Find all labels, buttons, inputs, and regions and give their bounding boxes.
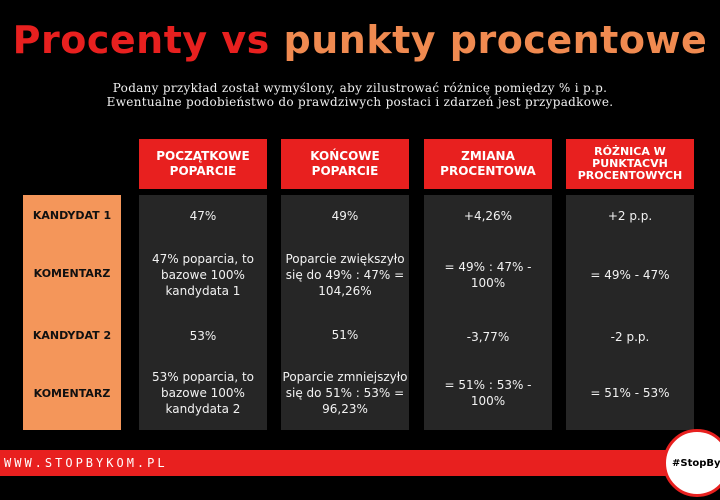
badge-prefix: #StopByk [672,457,720,469]
table-cell: Poparcie zmniejszyło się do 51% : 53% = … [282,370,408,416]
table-cell: 47% poparcia, to bazowe 100% kandydata 1 [151,252,255,298]
table-cell: = 49% : 47% - 100% [444,260,532,290]
header-final-support: KOŃCOWE POPARCIE [281,139,409,189]
table-cell: 53% [189,329,217,343]
table-cell: +4,26% [463,209,513,223]
disclaimer: Podany przykład został wymyślony, aby zi… [0,81,720,109]
website-link[interactable]: WWW.STOPBYKOM.PL [4,456,168,470]
row-label-candidate-1: KANDYDAT 1 [32,209,112,222]
table-cell: = 51% - 53% [590,386,670,400]
table-cell: -3,77% [466,330,510,344]
title-part-2: punkty procentowe [283,18,708,62]
table-cell: 49% [331,209,359,223]
table-cell: Poparcie zwiększyło się do 49% : 47% = 1… [285,252,405,298]
table-cell: 53% poparcia, to bazowe 100% kandydata 2 [151,370,255,416]
header-pp-difference: RÓŻNICA W PUNKTACVH PROCENTOWYCH [566,139,694,189]
row-labels-column [23,195,121,430]
title-part-1: Procenty vs [12,18,270,62]
row-label-comment-1: KOMENTARZ [33,267,111,280]
stopbykom-badge: #StopBykom [663,429,720,497]
column-final-support [281,195,409,430]
page-title: Procenty vs punkty procentowe [0,18,720,62]
table-cell: -2 p.p. [610,330,650,344]
disclaimer-line-1: Podany przykład został wymyślony, aby zi… [112,81,608,95]
column-percent-change [424,195,552,430]
column-pp-difference [566,195,694,430]
table-cell: 51% [331,328,359,342]
row-label-candidate-2: KANDYDAT 2 [32,329,112,342]
row-label-comment-2: KOMENTARZ [33,387,111,400]
column-initial-support [139,195,267,430]
header-percent-change: ZMIANA PROCENTOWA [424,139,552,189]
table-cell: = 51% : 53% - 100% [444,378,532,408]
table-cell: = 49% - 47% [590,268,670,282]
footer-bar [0,450,720,476]
table-cell: +2 p.p. [607,209,653,223]
badge-text: #StopBykom [669,458,720,469]
header-initial-support: POCZĄTKOWE POPARCIE [139,139,267,189]
disclaimer-line-2: Ewentualne podobieństwo do prawdziwych p… [106,95,614,109]
table-cell: 47% [189,209,217,223]
